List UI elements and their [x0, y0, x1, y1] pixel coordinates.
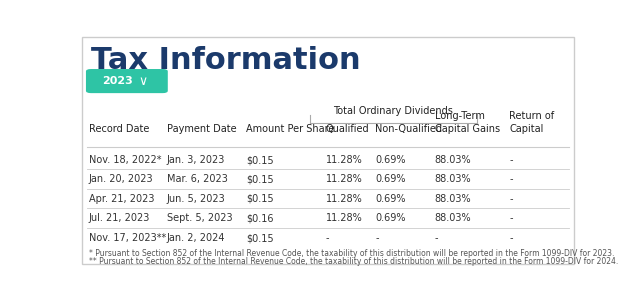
- Text: Payment Date: Payment Date: [167, 125, 236, 134]
- Text: 88.03%: 88.03%: [435, 174, 471, 184]
- Text: -: -: [509, 194, 513, 204]
- Text: Jan. 20, 2023: Jan. 20, 2023: [89, 174, 154, 184]
- Text: 11.28%: 11.28%: [326, 174, 362, 184]
- Text: * Pursuant to Section 852 of the Internal Revenue Code, the taxability of this d: * Pursuant to Section 852 of the Interna…: [89, 249, 614, 258]
- FancyBboxPatch shape: [83, 37, 573, 264]
- Text: -: -: [509, 155, 513, 165]
- Text: -: -: [326, 233, 329, 243]
- Text: -: -: [509, 233, 513, 243]
- Text: -: -: [509, 174, 513, 184]
- Text: Record Date: Record Date: [89, 125, 149, 134]
- Text: $0.15: $0.15: [246, 233, 274, 243]
- Text: Long-Term
Capital Gains: Long-Term Capital Gains: [435, 111, 500, 134]
- Text: Amount Per Share: Amount Per Share: [246, 125, 335, 134]
- Text: 88.03%: 88.03%: [435, 194, 471, 204]
- Text: 11.28%: 11.28%: [326, 155, 362, 165]
- Text: $0.15: $0.15: [246, 174, 274, 184]
- Text: Return of
Capital: Return of Capital: [509, 111, 554, 134]
- Text: 0.69%: 0.69%: [375, 213, 406, 223]
- Text: Mar. 6, 2023: Mar. 6, 2023: [167, 174, 228, 184]
- Text: Sept. 5, 2023: Sept. 5, 2023: [167, 213, 232, 223]
- Text: 11.28%: 11.28%: [326, 213, 362, 223]
- Text: ** Pursuant to Section 852 of the Internal Revenue Code, the taxability of this : ** Pursuant to Section 852 of the Intern…: [89, 257, 618, 266]
- Text: 88.03%: 88.03%: [435, 213, 471, 223]
- Text: Nov. 18, 2022*: Nov. 18, 2022*: [89, 155, 161, 165]
- Text: Tax Information: Tax Information: [91, 46, 360, 75]
- Text: Jul. 21, 2023: Jul. 21, 2023: [89, 213, 150, 223]
- Text: 0.69%: 0.69%: [375, 194, 406, 204]
- Text: $0.15: $0.15: [246, 155, 274, 165]
- Text: -: -: [375, 233, 379, 243]
- Text: Total Ordinary Dividends: Total Ordinary Dividends: [333, 106, 453, 116]
- Text: Nov. 17, 2023**: Nov. 17, 2023**: [89, 233, 166, 243]
- Text: 2023: 2023: [102, 76, 132, 86]
- Text: Apr. 21, 2023: Apr. 21, 2023: [89, 194, 154, 204]
- Text: Qualified: Qualified: [326, 125, 369, 134]
- Text: 0.69%: 0.69%: [375, 174, 406, 184]
- FancyBboxPatch shape: [86, 69, 168, 93]
- Text: 88.03%: 88.03%: [435, 155, 471, 165]
- Text: $0.16: $0.16: [246, 213, 274, 223]
- Text: Jan. 2, 2024: Jan. 2, 2024: [167, 233, 225, 243]
- Text: $0.15: $0.15: [246, 194, 274, 204]
- Text: ∨: ∨: [138, 74, 147, 88]
- Text: -: -: [435, 233, 438, 243]
- Text: Jun. 5, 2023: Jun. 5, 2023: [167, 194, 225, 204]
- Text: Jan. 3, 2023: Jan. 3, 2023: [167, 155, 225, 165]
- Text: -: -: [509, 213, 513, 223]
- Text: Non-Qualified: Non-Qualified: [375, 125, 442, 134]
- Text: 11.28%: 11.28%: [326, 194, 362, 204]
- Text: 0.69%: 0.69%: [375, 155, 406, 165]
